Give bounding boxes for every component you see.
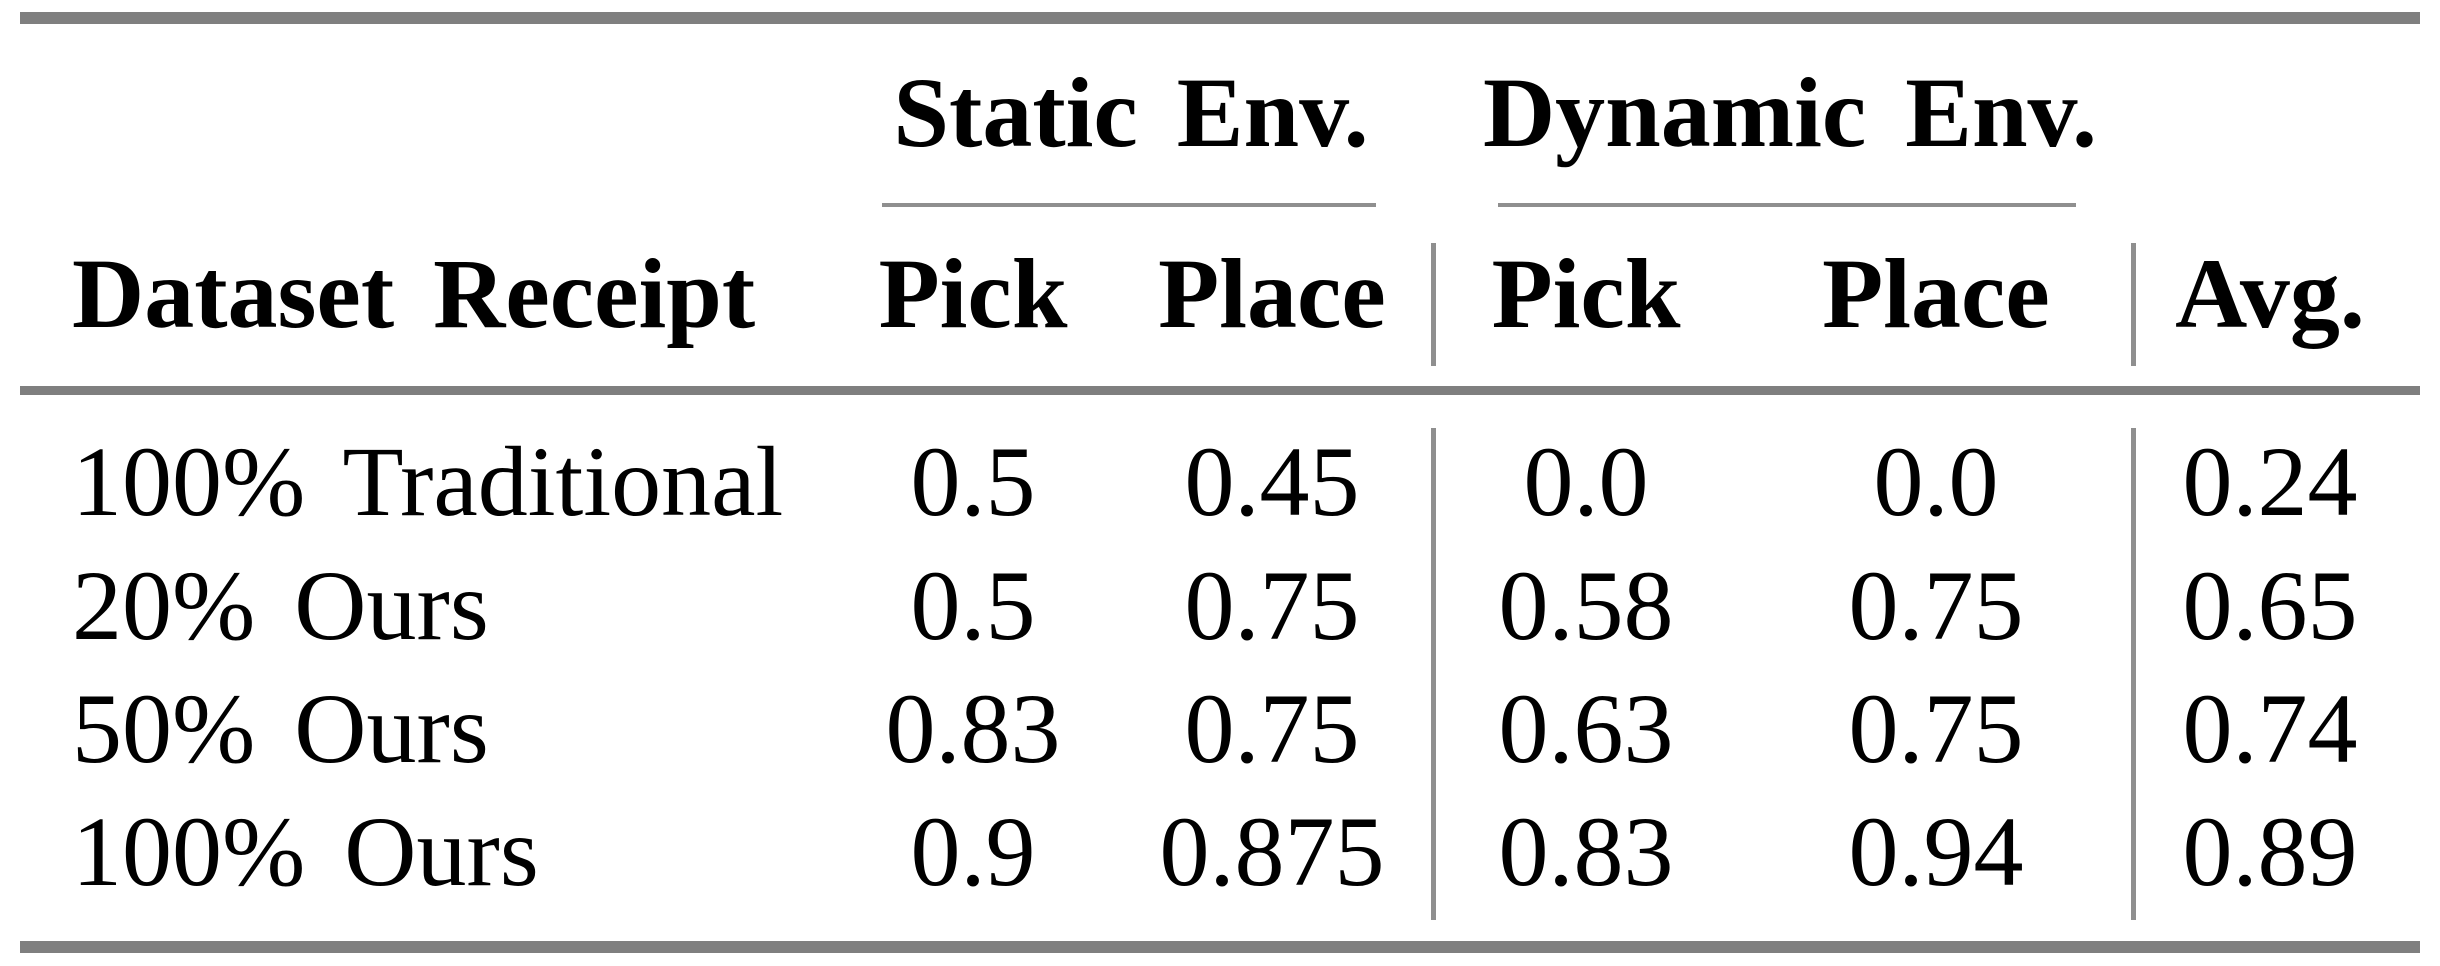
cell-dynamic-place: 0.0: [1873, 426, 1999, 537]
cell-static-pick: 0.9: [910, 796, 1036, 907]
group-header-dynamic-env: Dynamic Env.: [1482, 57, 2098, 168]
vertical-rule-dynamic-avg-header: [2131, 243, 2136, 366]
cell-avg: 0.65: [2182, 550, 2358, 661]
cmidrule-static-env: [882, 203, 1376, 207]
cell-dynamic-pick: 0.0: [1523, 426, 1649, 537]
table-bottom-rule: [20, 941, 2420, 953]
row-label: 100% Ours: [72, 796, 539, 907]
cell-static-place: 0.75: [1184, 550, 1360, 661]
cell-dynamic-place: 0.75: [1848, 550, 2024, 661]
row-label: 50% Ours: [72, 673, 489, 784]
cell-static-place: 0.75: [1184, 673, 1360, 784]
cell-avg: 0.24: [2182, 426, 2358, 537]
col-header-dynamic-place: Place: [1822, 238, 2050, 349]
col-header-dataset-receipt: Dataset Receipt: [72, 238, 756, 349]
col-header-static-pick: Pick: [878, 238, 1068, 349]
table-top-rule: [20, 12, 2420, 24]
row-label: 20% Ours: [72, 550, 489, 661]
cell-static-pick: 0.5: [910, 550, 1036, 661]
cell-dynamic-place: 0.94: [1848, 796, 2024, 907]
cell-dynamic-pick: 0.58: [1498, 550, 1674, 661]
cell-dynamic-pick: 0.63: [1498, 673, 1674, 784]
vertical-rule-static-dynamic-header: [1431, 243, 1436, 366]
col-header-dynamic-pick: Pick: [1491, 238, 1681, 349]
col-header-static-place: Place: [1158, 238, 1386, 349]
group-header-static-env: Static Env.: [893, 57, 1369, 168]
cell-dynamic-place: 0.75: [1848, 673, 2024, 784]
cell-avg: 0.89: [2182, 796, 2358, 907]
table-mid-rule: [20, 386, 2420, 395]
vertical-rule-static-dynamic-body: [1431, 428, 1436, 920]
row-label: 100% Traditional: [72, 426, 784, 537]
cmidrule-dynamic-env: [1498, 203, 2076, 207]
cell-static-pick: 0.5: [910, 426, 1036, 537]
cell-static-place: 0.45: [1184, 426, 1360, 537]
col-header-avg: Avg.: [2175, 238, 2365, 349]
cell-static-place: 0.875: [1159, 796, 1385, 907]
vertical-rule-dynamic-avg-body: [2131, 428, 2136, 920]
cell-dynamic-pick: 0.83: [1498, 796, 1674, 907]
cell-static-pick: 0.83: [885, 673, 1061, 784]
cell-avg: 0.74: [2182, 673, 2358, 784]
